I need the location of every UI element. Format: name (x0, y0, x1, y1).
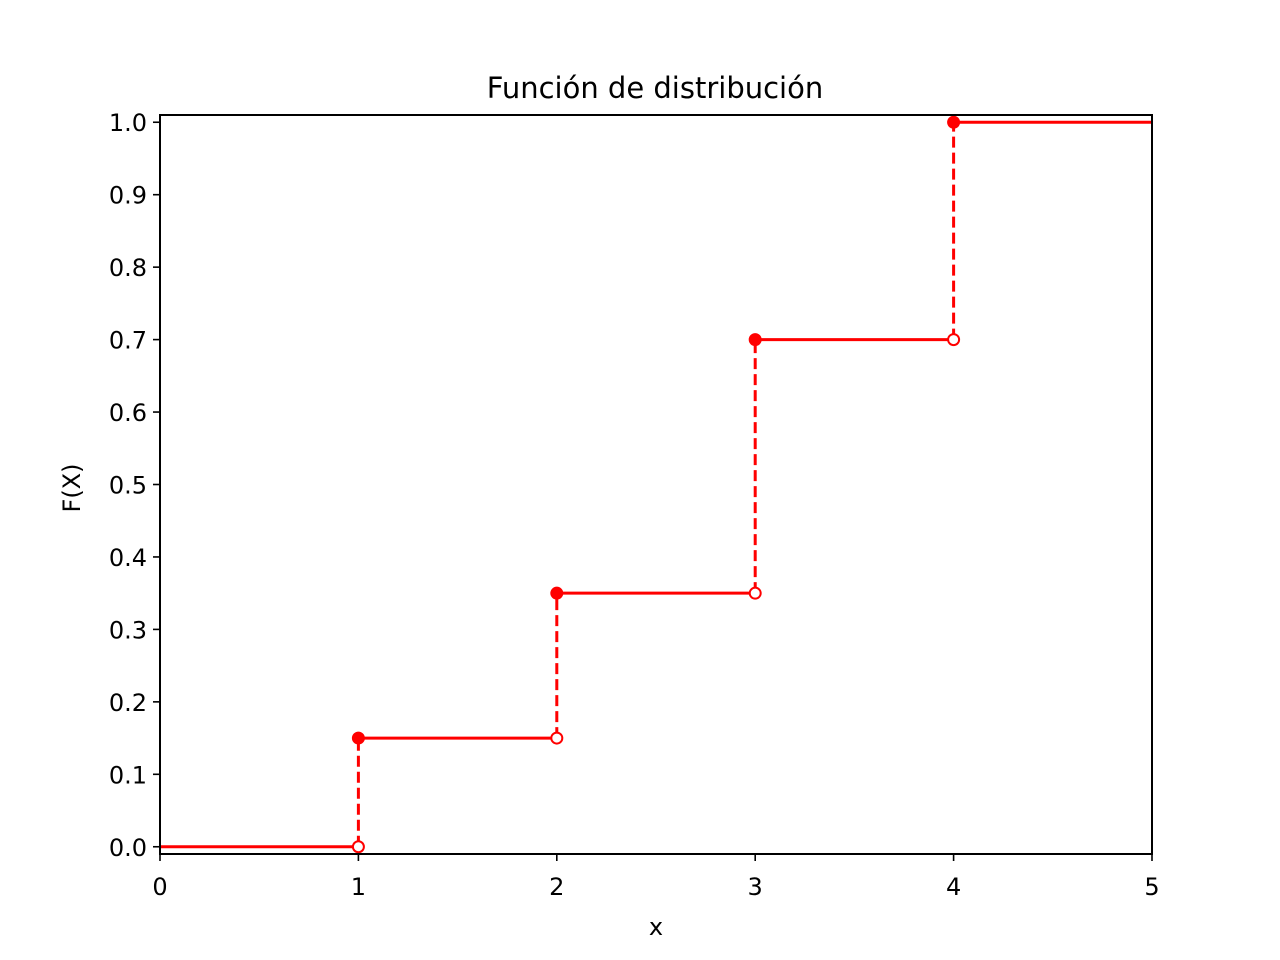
y-tick-label-0: 0.0 (109, 834, 147, 862)
x-tick-label-4: 4 (946, 873, 961, 901)
closed-point-3 (947, 115, 961, 129)
y-tick-label-4: 0.4 (109, 544, 147, 572)
x-axis-label: x (649, 913, 663, 941)
y-tick-label-1: 0.1 (109, 761, 147, 789)
y-tick-label-8: 0.8 (109, 254, 147, 282)
y-axis-label: F(X) (58, 464, 86, 513)
x-tick-label-3: 3 (748, 873, 763, 901)
x-tick-label-5: 5 (1144, 873, 1159, 901)
y-tick-label-7: 0.7 (109, 327, 147, 355)
closed-point-1 (550, 586, 564, 600)
x-tick-label-0: 0 (152, 873, 167, 901)
plot-layer (160, 115, 1152, 854)
y-tick-label-2: 0.2 (109, 689, 147, 717)
open-point-2 (748, 586, 762, 600)
open-point-0 (351, 840, 365, 854)
axes-layer: 0 1 2 3 4 5 0.0 0.1 0.2 0.3 0.4 0.5 0.6 0.7 0.8 0.9 1.0 (109, 109, 1160, 901)
open-point-1 (550, 731, 564, 745)
y-tick-label-9: 0.9 (109, 182, 147, 210)
y-tick-label-10: 1.0 (109, 109, 147, 137)
y-tick-label-3: 0.3 (109, 616, 147, 644)
chart-title: Función de distribución (487, 71, 824, 105)
y-tick-label-6: 0.6 (109, 399, 147, 427)
closed-point-2 (748, 333, 762, 347)
x-tick-label-2: 2 (549, 873, 564, 901)
y-tick-label-5: 0.5 (109, 472, 147, 500)
x-tick-label-1: 1 (351, 873, 366, 901)
open-point-3 (947, 333, 961, 347)
closed-point-0 (351, 731, 365, 745)
